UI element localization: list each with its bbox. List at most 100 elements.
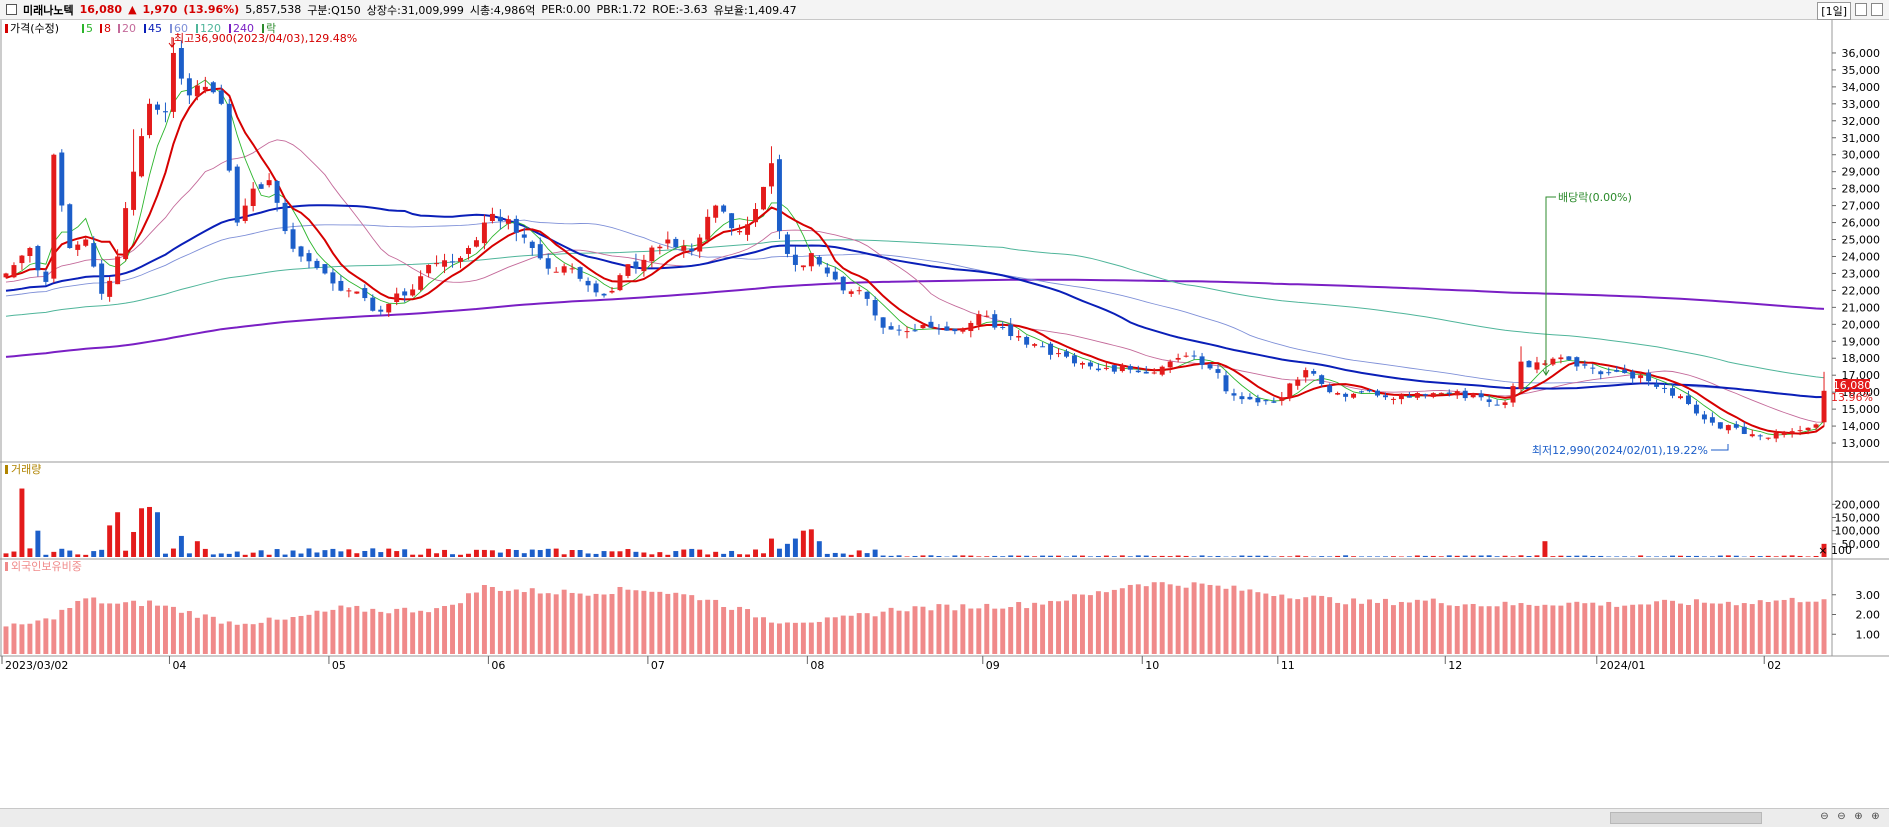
foreign-ratio-bar — [330, 610, 335, 654]
volume-bar — [1064, 556, 1069, 557]
foreign-ratio-bar — [897, 611, 902, 654]
date-tick: 07 — [651, 659, 665, 672]
market-type: 구분:Q150 — [307, 2, 361, 18]
volume-bar — [1279, 556, 1284, 557]
candle — [697, 234, 702, 258]
foreign-ratio-bar — [1168, 584, 1173, 654]
close-window-icon[interactable] — [1871, 3, 1883, 16]
volume-bar — [737, 554, 742, 557]
volume-bar — [1774, 556, 1779, 557]
candle — [841, 276, 846, 294]
foreign-ratio-bar — [1311, 596, 1316, 654]
volume-bar — [1152, 556, 1157, 557]
price-tick: 26,000 — [1842, 217, 1881, 230]
period-selector[interactable]: [1일] — [1817, 2, 1851, 20]
volume-bar — [1343, 555, 1348, 557]
candle — [434, 255, 439, 266]
candle — [1790, 428, 1795, 438]
volume-bar — [921, 555, 926, 557]
candle — [761, 187, 766, 210]
foreign-ratio-bar — [275, 620, 280, 654]
candle — [107, 277, 112, 302]
volume-bar — [1463, 556, 1468, 557]
restore-window-icon[interactable] — [1855, 3, 1867, 16]
volume-bar — [4, 553, 9, 557]
zoom-reset-icon[interactable]: ⊖ — [1817, 810, 1832, 824]
candle — [498, 209, 503, 229]
foreign-ratio-bar — [905, 611, 910, 654]
zoom-in-icon[interactable]: ⊕ — [1851, 810, 1866, 824]
candle — [99, 260, 104, 300]
foreign-ratio-bar — [928, 610, 933, 654]
foreign-ratio-bar — [1678, 604, 1683, 654]
volume-bar — [1263, 556, 1268, 557]
foreign-ratio-bar — [729, 610, 734, 654]
candle — [1463, 388, 1468, 401]
dividend-annotation: 배당락(0.00%) — [1543, 191, 1632, 375]
foreign-ratio-bar — [1734, 605, 1739, 654]
foreign-ratio-bar — [1056, 601, 1061, 654]
volume-bar — [681, 550, 686, 557]
volume-bar — [123, 551, 128, 557]
foreign-ratio-bar — [1750, 604, 1755, 654]
volume-bar — [219, 553, 224, 557]
candle — [801, 265, 806, 270]
candle — [83, 237, 88, 247]
foreign-ratio-bar — [1415, 600, 1420, 654]
checkbox-icon[interactable] — [6, 4, 17, 15]
high-annotation: 최고36,900(2023/04/03),129.48% — [169, 32, 357, 47]
price-tick: 27,000 — [1842, 200, 1881, 213]
foreign-ratio-bar — [418, 611, 423, 654]
foreign-ratio-bar — [1542, 605, 1547, 654]
current-price: 16,080 — [80, 3, 122, 16]
volume-bar — [1479, 556, 1484, 557]
volume-bar — [402, 549, 407, 557]
foreign-ratio-bar — [586, 596, 591, 654]
foreign-ratio-bar — [51, 619, 56, 654]
candle — [889, 322, 894, 329]
foreign-ratio-bar — [1016, 602, 1021, 654]
foreign-ratio-bar — [402, 608, 407, 654]
volume-bar — [1574, 556, 1579, 557]
date-tick: 2023/03/02 — [5, 659, 68, 672]
foreign-ratio-bar — [283, 620, 288, 654]
foreign-ratio-bar — [131, 601, 136, 654]
volume-bar — [330, 549, 335, 557]
volume-bar — [1295, 555, 1300, 557]
volume-bar — [889, 556, 894, 557]
candle — [1080, 362, 1085, 369]
foreign-ratio-bar — [1144, 586, 1149, 654]
volume-bar — [1184, 556, 1189, 557]
foreign-ratio-bar — [1032, 603, 1037, 654]
foreign-ratio-bar — [1479, 606, 1484, 654]
zoom-out-icon[interactable]: ⊖ — [1834, 810, 1849, 824]
price-tick: 33,000 — [1842, 98, 1881, 111]
volume-bar — [745, 554, 750, 557]
stock-chart[interactable]: 13,00014,00015,00016,00017,00018,00019,0… — [0, 20, 1889, 808]
volume-bar — [1319, 556, 1324, 557]
foreign-ratio-bar — [944, 605, 949, 654]
candle — [1112, 365, 1117, 374]
volume-bar — [291, 550, 296, 557]
candle — [179, 40, 184, 84]
volume-bar — [1503, 556, 1508, 557]
low-label: 최저12,990(2024/02/01),19.22% — [1532, 444, 1708, 457]
candle — [1542, 360, 1547, 366]
zoom-fit-icon[interactable]: ⊕ — [1868, 810, 1883, 824]
volume-bar — [1359, 556, 1364, 557]
candle — [307, 250, 312, 268]
candle — [1335, 392, 1340, 395]
volume-bar — [314, 552, 319, 557]
scroll-thumb[interactable] — [1610, 812, 1762, 824]
horizontal-scrollbar[interactable]: ⊖ ⊖ ⊕ ⊕ — [0, 808, 1889, 827]
candle — [546, 254, 551, 275]
candle — [211, 81, 216, 94]
volume-bar — [554, 549, 559, 557]
foreign-ratio-bar — [1782, 600, 1787, 654]
candle — [633, 254, 638, 274]
foreign-ratio-bar — [1136, 584, 1141, 654]
foreign-ratio-bar — [227, 621, 232, 654]
foreign-ratio-bar — [354, 606, 359, 654]
ma120-line — [6, 240, 1824, 378]
candles — [4, 38, 1827, 442]
